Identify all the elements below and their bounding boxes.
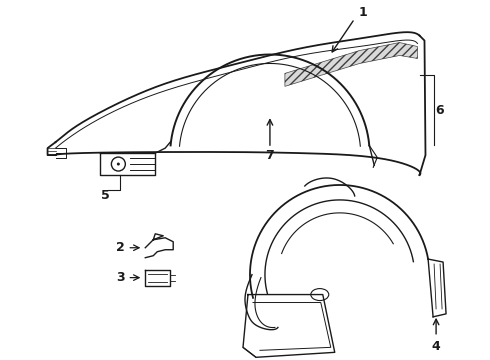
Text: 3: 3 [116,271,124,284]
Text: 1: 1 [358,6,367,19]
Circle shape [117,163,120,166]
Text: 7: 7 [266,149,274,162]
Text: 6: 6 [435,104,444,117]
Text: 5: 5 [101,189,110,202]
Text: 2: 2 [116,241,125,254]
Text: 4: 4 [432,340,441,353]
Polygon shape [285,42,417,86]
